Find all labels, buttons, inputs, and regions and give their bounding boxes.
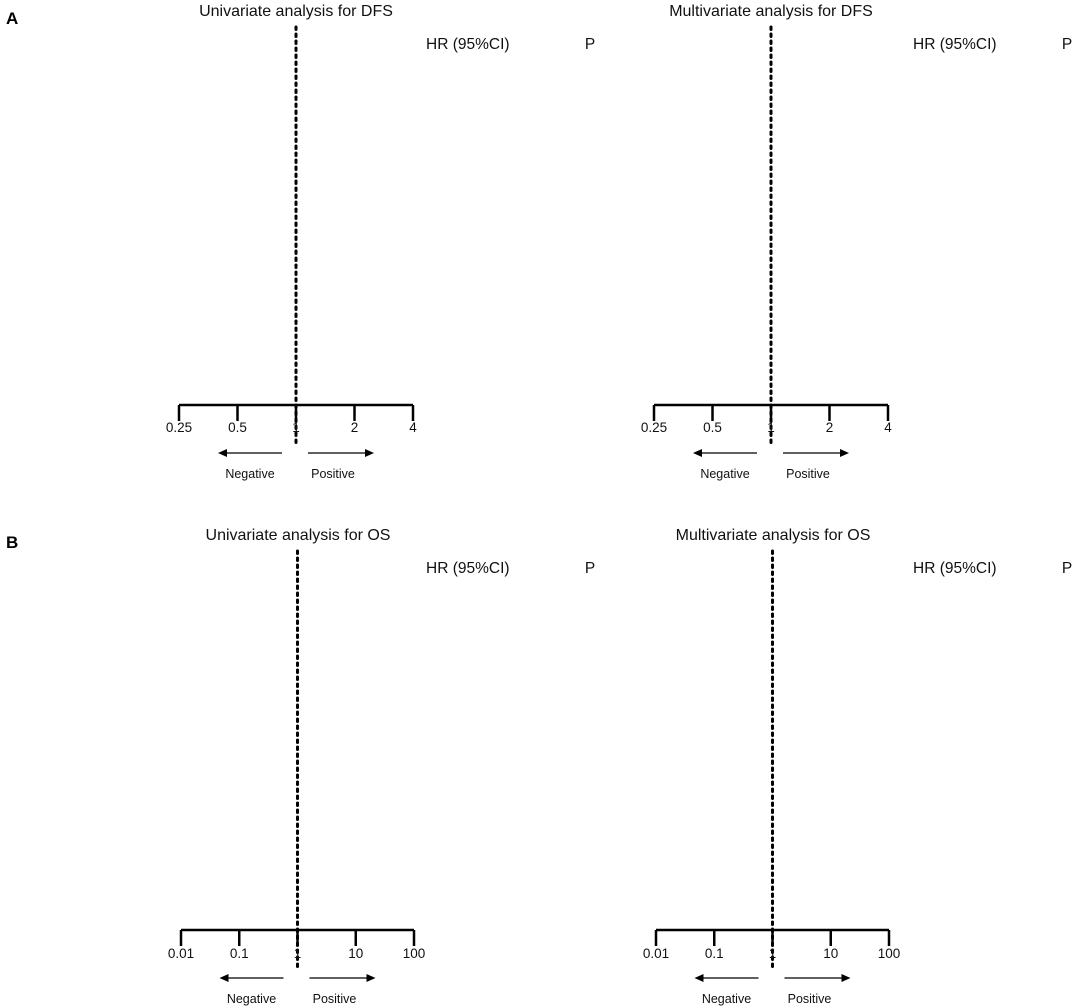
x-axis-tick-label: 0.1 <box>230 946 249 961</box>
negative-label: Negative <box>700 467 749 481</box>
positive-label: Positive <box>786 467 830 481</box>
forest-plot-3: Univariate analysis for OS HR (95%CI) P 0.0… <box>168 527 595 1006</box>
hr-column-header: HR (95%CI) <box>913 560 997 577</box>
x-axis-tick-label: 1 <box>292 420 300 435</box>
panel-label-b: B <box>6 533 18 552</box>
positive-arrow-head <box>840 449 849 457</box>
negative-label: Negative <box>227 992 276 1006</box>
forest-plot-4: Multivariate analysis for OS HR (95%CI) P 0… <box>643 527 1072 1006</box>
hr-column-header: HR (95%CI) <box>913 36 997 53</box>
hr-column-header: HR (95%CI) <box>426 560 510 577</box>
negative-arrow-head <box>693 449 702 457</box>
x-axis-tick-label: 0.25 <box>641 420 667 435</box>
x-axis-tick-label: 1 <box>294 946 302 961</box>
panel-label-a: A <box>6 9 18 28</box>
x-axis-tick-label: 4 <box>884 420 892 435</box>
chart-title: Univariate analysis for DFS <box>199 3 393 20</box>
x-axis-tick-label: 1 <box>769 946 777 961</box>
p-column-header: P <box>1062 560 1072 577</box>
positive-label: Positive <box>313 992 357 1006</box>
x-axis-tick-label: 0.5 <box>228 420 247 435</box>
x-axis-tick-label: 4 <box>409 420 417 435</box>
forest-plot-1: Univariate analysis for DFS HR (95%CI) P 0.… <box>166 3 595 481</box>
hr-column-header: HR (95%CI) <box>426 36 510 53</box>
p-column-header: P <box>585 36 595 53</box>
negative-label: Negative <box>225 467 274 481</box>
chart-title: Multivariate analysis for DFS <box>669 3 873 20</box>
p-column-header: P <box>1062 36 1072 53</box>
positive-label: Positive <box>311 467 355 481</box>
forest-plot-2: Multivariate analysis for DFS HR (95%CI) P… <box>641 3 1072 481</box>
chart-title: Univariate analysis for OS <box>206 527 391 544</box>
chart-title: Multivariate analysis for OS <box>676 527 871 544</box>
negative-arrow-head <box>694 974 704 982</box>
x-axis-tick-label: 0.01 <box>643 946 669 961</box>
x-axis-tick-label: 100 <box>403 946 426 961</box>
positive-label: Positive <box>788 992 832 1006</box>
p-column-header: P <box>585 560 595 577</box>
x-axis-tick-label: 2 <box>351 420 359 435</box>
forest-plots: Univariate analysis for DFS HR (95%CI) P 0.… <box>166 3 1072 1006</box>
x-axis-tick-label: 10 <box>823 946 838 961</box>
x-axis-tick-label: 0.25 <box>166 420 192 435</box>
x-axis-tick-label: 100 <box>878 946 901 961</box>
negative-arrow-head <box>219 974 229 982</box>
x-axis-tick-label: 0.5 <box>703 420 722 435</box>
positive-arrow-head <box>365 449 374 457</box>
x-axis-tick-label: 1 <box>767 420 775 435</box>
x-axis-tick-label: 10 <box>348 946 363 961</box>
negative-label: Negative <box>702 992 751 1006</box>
negative-arrow-head <box>218 449 227 457</box>
positive-arrow-head <box>366 974 376 982</box>
positive-arrow-head <box>841 974 851 982</box>
x-axis-tick-label: 0.01 <box>168 946 194 961</box>
x-axis-tick-label: 0.1 <box>705 946 724 961</box>
x-axis-tick-label: 2 <box>826 420 834 435</box>
